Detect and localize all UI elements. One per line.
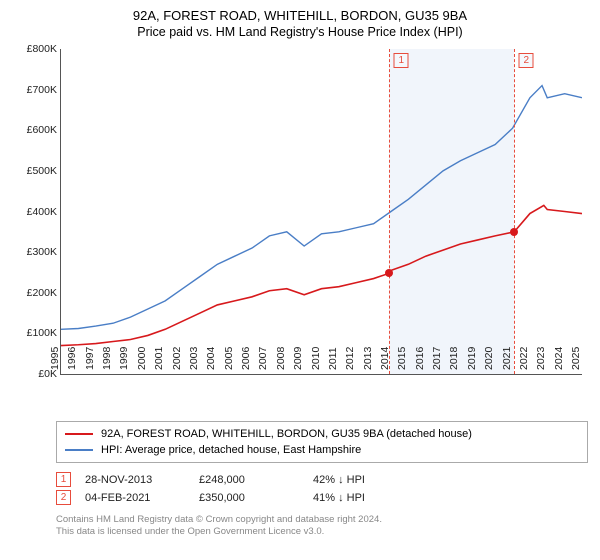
event-row: 2 04-FEB-2021 £350,000 41% ↓ HPI — [56, 490, 588, 505]
x-axis-label: 2004 — [205, 347, 217, 374]
x-axis-label: 1998 — [101, 347, 113, 374]
x-axis-label: 2016 — [414, 347, 426, 374]
event-pct: 42% ↓ HPI — [313, 474, 413, 486]
event-number-box: 1 — [56, 472, 71, 487]
x-axis-label: 1999 — [118, 347, 130, 374]
event-date: 04-FEB-2021 — [85, 492, 185, 504]
x-axis-label: 2012 — [344, 347, 356, 374]
x-axis-label: 1996 — [66, 347, 78, 374]
x-axis-label: 1995 — [49, 347, 61, 374]
x-axis-label: 2022 — [518, 347, 530, 374]
x-axis-label: 2006 — [240, 347, 252, 374]
footnote-line-2: This data is licensed under the Open Gov… — [56, 526, 588, 538]
event-dot-2 — [510, 228, 518, 236]
y-axis-label: £800K — [27, 43, 61, 55]
chart-title: 92A, FOREST ROAD, WHITEHILL, BORDON, GU3… — [12, 8, 588, 23]
event-pct: 41% ↓ HPI — [313, 492, 413, 504]
chart-area: £0K£100K£200K£300K£400K£500K£600K£700K£8… — [12, 45, 588, 415]
event-line-2 — [514, 49, 515, 374]
event-table: 1 28-NOV-2013 £248,000 42% ↓ HPI 2 04-FEB-202… — [12, 469, 588, 508]
legend-swatch-hpi — [65, 449, 93, 451]
x-axis-label: 2021 — [501, 347, 513, 374]
plot-region: £0K£100K£200K£300K£400K£500K£600K£700K£8… — [60, 49, 582, 375]
y-axis-label: £600K — [27, 124, 61, 136]
x-axis-label: 2019 — [466, 347, 478, 374]
x-axis-label: 1997 — [84, 347, 96, 374]
event-date: 28-NOV-2013 — [85, 474, 185, 486]
event-marker-box-2: 2 — [519, 53, 534, 68]
event-price: £350,000 — [199, 492, 299, 504]
series-property — [61, 205, 582, 345]
y-axis-label: £100K — [27, 327, 61, 339]
y-axis-label: £700K — [27, 84, 61, 96]
footnote-line-1: Contains HM Land Registry data © Crown c… — [56, 514, 588, 526]
legend-label-property: 92A, FOREST ROAD, WHITEHILL, BORDON, GU3… — [101, 428, 472, 440]
y-axis-label: £200K — [27, 287, 61, 299]
event-row: 1 28-NOV-2013 £248,000 42% ↓ HPI — [56, 472, 588, 487]
event-price: £248,000 — [199, 474, 299, 486]
footnote: Contains HM Land Registry data © Crown c… — [56, 514, 588, 539]
x-axis-label: 2011 — [327, 347, 339, 374]
x-axis-label: 2015 — [396, 347, 408, 374]
x-axis-label: 2013 — [362, 347, 374, 374]
chart-subtitle: Price paid vs. HM Land Registry's House … — [12, 25, 588, 39]
x-axis-label: 2023 — [535, 347, 547, 374]
event-dot-1 — [385, 269, 393, 277]
series-hpi — [61, 86, 582, 330]
chart-lines — [61, 49, 582, 374]
event-line-1 — [389, 49, 390, 374]
x-axis-label: 2003 — [188, 347, 200, 374]
x-axis-label: 2000 — [136, 347, 148, 374]
legend-swatch-property — [65, 433, 93, 435]
x-axis-label: 2009 — [292, 347, 304, 374]
x-axis-label: 2017 — [431, 347, 443, 374]
x-axis-label: 2005 — [223, 347, 235, 374]
event-number-box: 2 — [56, 490, 71, 505]
x-axis-label: 2008 — [275, 347, 287, 374]
x-axis-label: 2018 — [448, 347, 460, 374]
x-axis-label: 2007 — [257, 347, 269, 374]
legend-label-hpi: HPI: Average price, detached house, East… — [101, 444, 361, 456]
x-axis-label: 2024 — [553, 347, 565, 374]
x-axis-label: 2010 — [310, 347, 322, 374]
event-marker-box-1: 1 — [394, 53, 409, 68]
legend: 92A, FOREST ROAD, WHITEHILL, BORDON, GU3… — [56, 421, 588, 463]
x-axis-label: 2025 — [570, 347, 582, 374]
y-axis-label: £300K — [27, 246, 61, 258]
x-axis-label: 2002 — [171, 347, 183, 374]
x-axis-label: 2001 — [153, 347, 165, 374]
x-axis-label: 2020 — [483, 347, 495, 374]
y-axis-label: £500K — [27, 165, 61, 177]
y-axis-label: £400K — [27, 206, 61, 218]
